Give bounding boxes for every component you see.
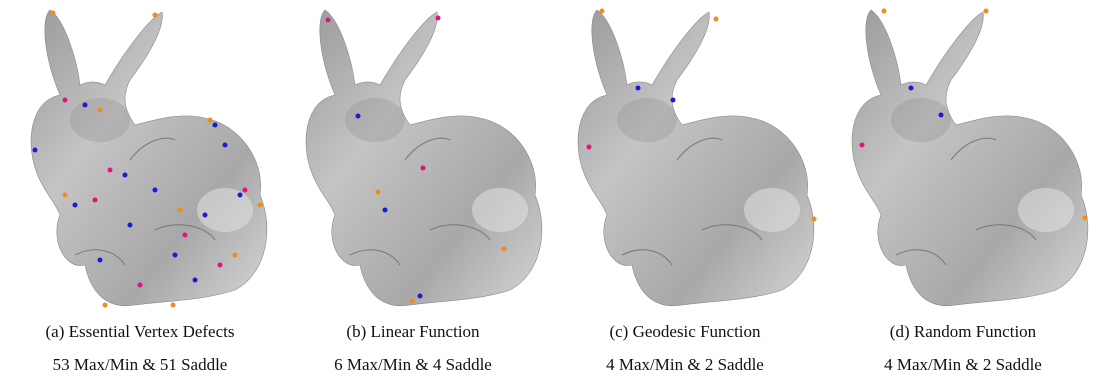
panel-label: (b) Linear Function	[346, 322, 480, 341]
bunny-render	[306, 10, 542, 306]
panel-b: (b) Linear Function 6 Max/Min & 4 Saddle	[306, 10, 542, 374]
panel-stats: 4 Max/Min & 2 Saddle	[606, 355, 764, 374]
panel-a: (a) Essential Vertex Defects 53 Max/Min …	[31, 10, 267, 374]
bunny-render	[31, 10, 267, 306]
panel-stats: 4 Max/Min & 2 Saddle	[884, 355, 1042, 374]
panel-stats: 6 Max/Min & 4 Saddle	[334, 355, 492, 374]
panel-label: (c) Geodesic Function	[609, 322, 761, 341]
panel-label: (a) Essential Vertex Defects	[46, 322, 235, 341]
bunny-render	[578, 10, 814, 306]
panel-d: (d) Random Function 4 Max/Min & 2 Saddle	[852, 9, 1088, 375]
panel-c: (c) Geodesic Function 4 Max/Min & 2 Sadd…	[578, 9, 816, 375]
figure: (a) Essential Vertex Defects 53 Max/Min …	[0, 0, 1097, 384]
panel-label: (d) Random Function	[890, 322, 1037, 341]
bunny-render	[852, 10, 1088, 306]
panel-stats: 53 Max/Min & 51 Saddle	[53, 355, 228, 374]
